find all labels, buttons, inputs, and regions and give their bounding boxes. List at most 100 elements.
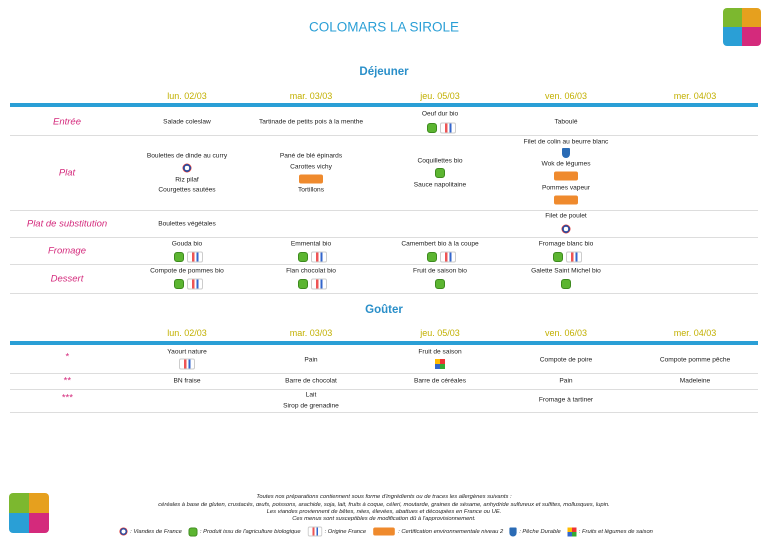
- dish: Pain: [559, 377, 573, 385]
- row-label: Fromage: [47, 245, 86, 257]
- label-icon: [311, 251, 327, 263]
- section-heading: Déjeuner: [359, 66, 409, 78]
- dish: Boulettes de dinde au curry: [146, 152, 228, 160]
- dish: Salade coleslaw: [163, 118, 211, 126]
- row-separator: [10, 210, 758, 211]
- dish: Wok de légumes: [541, 160, 591, 168]
- label-icon: [562, 148, 570, 158]
- day-header: lun. 02/03: [167, 328, 207, 338]
- dish: Oeuf dur bio: [421, 110, 459, 118]
- row-label: **: [63, 375, 71, 387]
- row-separator: [10, 389, 758, 390]
- dish: Compote de pommes bio: [150, 267, 224, 275]
- dish: Barre de céréales: [413, 377, 467, 385]
- label-icon: [554, 195, 578, 205]
- footer-line: Ces menus sont susceptibles de modificat…: [292, 516, 476, 522]
- dish: Yaourt nature: [167, 348, 207, 356]
- day-header: ven. 06/03: [544, 91, 588, 101]
- dish: Fromage à tartiner: [538, 396, 594, 404]
- dish: Pommes vapeur: [541, 184, 590, 192]
- label-icon: [187, 251, 203, 263]
- label-icon: [182, 163, 192, 173]
- logo: [723, 8, 761, 46]
- dish: Compote de poire: [539, 356, 593, 364]
- row-separator: [10, 135, 758, 136]
- day-header: mar. 03/03: [289, 328, 333, 338]
- legend-icon: [307, 526, 322, 537]
- label-icon: [440, 122, 456, 134]
- label-icon: [553, 252, 563, 262]
- dish: Taboulé: [554, 118, 578, 126]
- row-label: Dessert: [50, 273, 84, 285]
- label-icon: [187, 278, 203, 290]
- footer-line: Toutes nos préparations contiennent sous…: [256, 494, 512, 500]
- legend-text: : Viandes de France: [130, 528, 182, 535]
- dish: Gouda bio: [171, 240, 203, 248]
- dish: Boulettes végétales: [158, 220, 216, 228]
- legend: : Viandes de France : Produit issu de l'a…: [0, 526, 768, 537]
- legend-text: : Origine France: [324, 528, 367, 535]
- label-icon: [179, 358, 195, 370]
- dish: Tartinade de petits pois à la menthe: [258, 118, 364, 126]
- legend-icon: [188, 527, 198, 536]
- label-icon: [298, 252, 308, 262]
- logo: [9, 493, 49, 533]
- legend-icon: [509, 527, 517, 536]
- label-icon: [435, 279, 445, 289]
- dish: Filet de colin au beurre blanc: [523, 138, 609, 146]
- label-icon: [566, 251, 582, 263]
- legend-text: : Fruits et légumes de saison: [578, 528, 653, 535]
- dish: Fruit de saison: [418, 348, 462, 356]
- row-label: *: [65, 351, 69, 363]
- label-icon: [299, 174, 323, 184]
- row-label: Plat: [58, 167, 76, 179]
- label-icon: [561, 279, 571, 289]
- dish: Riz pilaf: [175, 176, 199, 184]
- label-icon: [174, 252, 184, 262]
- day-header: lun. 02/03: [167, 91, 207, 101]
- legend-text: : Certification environnementale niveau …: [398, 528, 504, 535]
- footer-line: céréales à base de gluten, crustacés, œu…: [158, 502, 610, 508]
- dish: Emmental bio: [290, 240, 332, 248]
- day-header: jeu. 05/03: [420, 328, 460, 338]
- day-header: ven. 06/03: [544, 328, 588, 338]
- day-header: mer. 04/03: [673, 91, 717, 101]
- dish: Barre de chocolat: [285, 377, 337, 385]
- label-icon: [561, 224, 571, 234]
- dish: Coquillettes bio: [417, 157, 463, 165]
- rule: [10, 103, 758, 107]
- legend-icon: [567, 527, 577, 536]
- label-icon: [174, 279, 184, 289]
- legend-icon: [373, 527, 395, 536]
- label-icon: [435, 168, 445, 178]
- row-label: Entrée: [53, 116, 81, 128]
- dish: Tortillons: [297, 186, 325, 194]
- dish: Fruit de saison bio: [413, 267, 467, 275]
- row-separator: [10, 293, 758, 294]
- legend-icon: [119, 527, 128, 536]
- dish: Filet de poulet: [545, 212, 587, 220]
- label-icon: [435, 359, 445, 369]
- row-separator: [10, 373, 758, 374]
- row-separator: [10, 264, 758, 265]
- label-icon: [440, 251, 456, 263]
- dish: Madeleine: [679, 377, 711, 385]
- dish: BN fraise: [173, 377, 201, 385]
- dish: Pain: [304, 356, 318, 364]
- title: COLOMARS LA SIROLE: [308, 19, 460, 35]
- dish: Compote pomme pêche: [659, 356, 731, 364]
- row-label: Plat de substitution: [26, 218, 108, 230]
- day-header: mer. 04/03: [673, 328, 717, 338]
- section-heading: Goûter: [365, 304, 403, 316]
- label-icon: [311, 278, 327, 290]
- dish: Lait: [305, 391, 317, 399]
- dish: Fromage blanc bio: [538, 240, 594, 248]
- row-label: ***: [61, 392, 73, 404]
- row-separator: [10, 412, 758, 413]
- legend-text: : Produit issu de l'agriculture biologiq…: [199, 528, 301, 535]
- label-icon: [298, 279, 308, 289]
- label-icon: [427, 252, 437, 262]
- dish: Flan chocolat bio: [286, 267, 336, 275]
- day-header: jeu. 05/03: [420, 91, 460, 101]
